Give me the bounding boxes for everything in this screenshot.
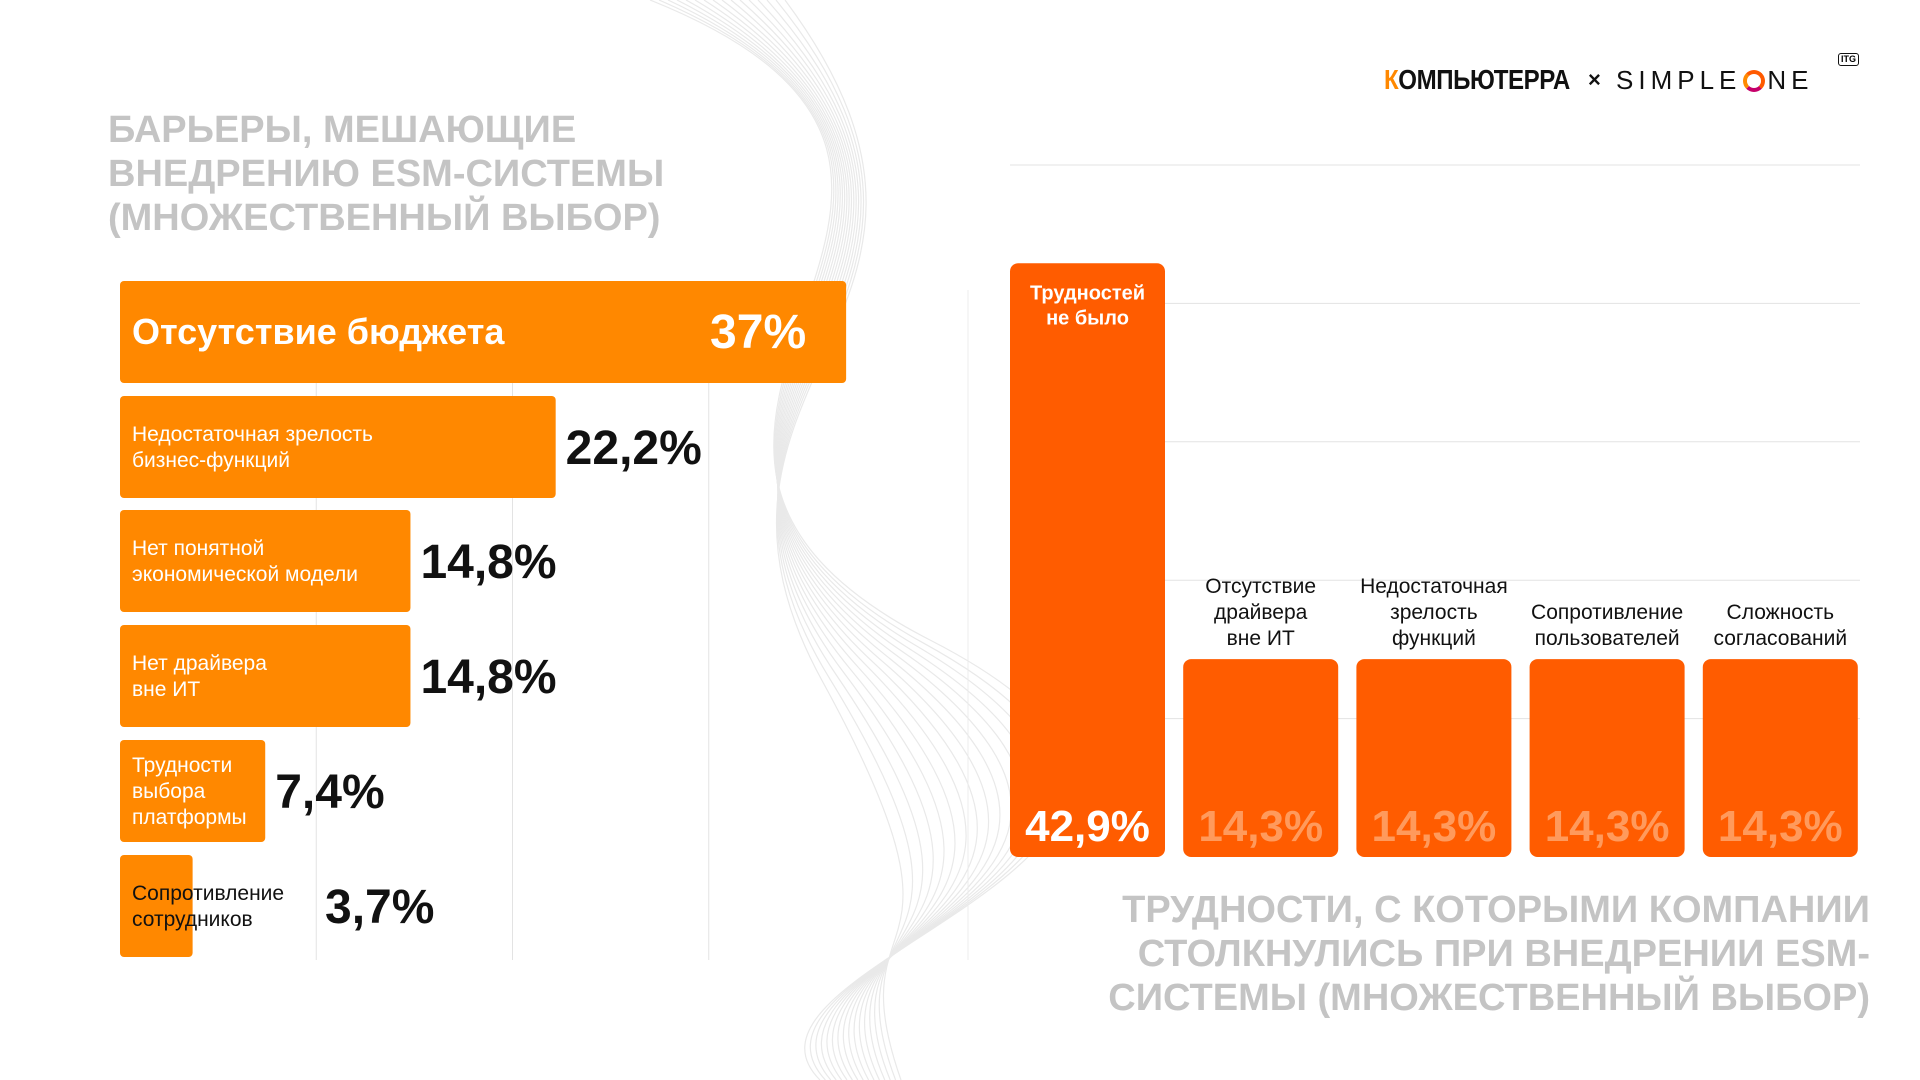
column-category-label: Отсутствие драйвера вне ИТ	[1205, 575, 1316, 650]
column-value-label: 14,3%	[1372, 802, 1497, 851]
bar-value-label: 3,7%	[325, 881, 434, 934]
column	[1702, 659, 1858, 857]
column-value-label: 14,3%	[1545, 802, 1670, 851]
column	[1356, 659, 1512, 857]
simpleone-ring-icon	[1743, 70, 1766, 92]
column	[1010, 263, 1165, 857]
bar-category-label: Сопротивление сотрудников	[132, 882, 284, 931]
bar-category-label: Нет понятной экономической модели	[132, 537, 358, 586]
column	[1529, 659, 1685, 857]
bar	[120, 855, 193, 957]
bar-value-label: 14,8%	[420, 651, 556, 704]
kompyuterra-logo-first-letter: К	[1384, 64, 1399, 95]
column-value-label: 42,9%	[1025, 802, 1150, 851]
kompyuterra-logo: КОМПЬЮТЕРРА	[1384, 62, 1570, 98]
right-chart-title: ТРУДНОСТИ, С КОТОРЫМИ КОМПАНИИ СТОЛКНУЛИ…	[1108, 889, 1870, 1019]
wave-line	[775, 0, 904, 1080]
kompyuterra-logo-rest: ОМПЬЮТЕРРА	[1398, 64, 1570, 95]
column-value-label: 14,3%	[1198, 802, 1323, 851]
bar-value-label: 14,8%	[420, 536, 556, 589]
simpleone-logo-pre: SIMPLE	[1616, 65, 1742, 95]
bar-value-label: 7,4%	[275, 766, 384, 819]
simpleone-logo: SIMPLE NE	[1616, 62, 1814, 98]
bar-value-label: 22,2%	[566, 422, 702, 475]
logo-separator: ×	[1588, 67, 1601, 92]
column-category-label: Сложность согласований	[1713, 601, 1847, 650]
bar	[120, 510, 411, 612]
simpleone-logo-post: NE	[1767, 65, 1814, 95]
column-category-label: Недостаточная зрелость функций	[1360, 575, 1508, 650]
column-value-label: 14,3%	[1718, 802, 1843, 851]
column-category-label: Сопротивление пользователей	[1531, 601, 1683, 650]
bar	[120, 625, 411, 727]
bar	[120, 740, 266, 842]
bar-value-label: 37%	[710, 306, 806, 359]
column	[1183, 659, 1339, 857]
bar-category-label: Недостаточная зрелость бизнес-функций	[132, 423, 373, 472]
left-chart-title: БАРЬЕРЫ, МЕШАЮЩИЕ ВНЕДРЕНИЮ ESM-СИСТЕМЫ …	[108, 109, 665, 239]
column-category-label: Трудностей не было	[1030, 282, 1145, 329]
bar	[120, 281, 847, 383]
bar-category-label: Отсутствие бюджета	[132, 311, 505, 352]
bar-category-label: Трудности выбора платформы	[132, 754, 247, 829]
bar	[120, 396, 556, 498]
itg-badge: ITG	[1838, 53, 1859, 66]
bar-category-label: Нет драйвера вне ИТ	[132, 652, 267, 701]
